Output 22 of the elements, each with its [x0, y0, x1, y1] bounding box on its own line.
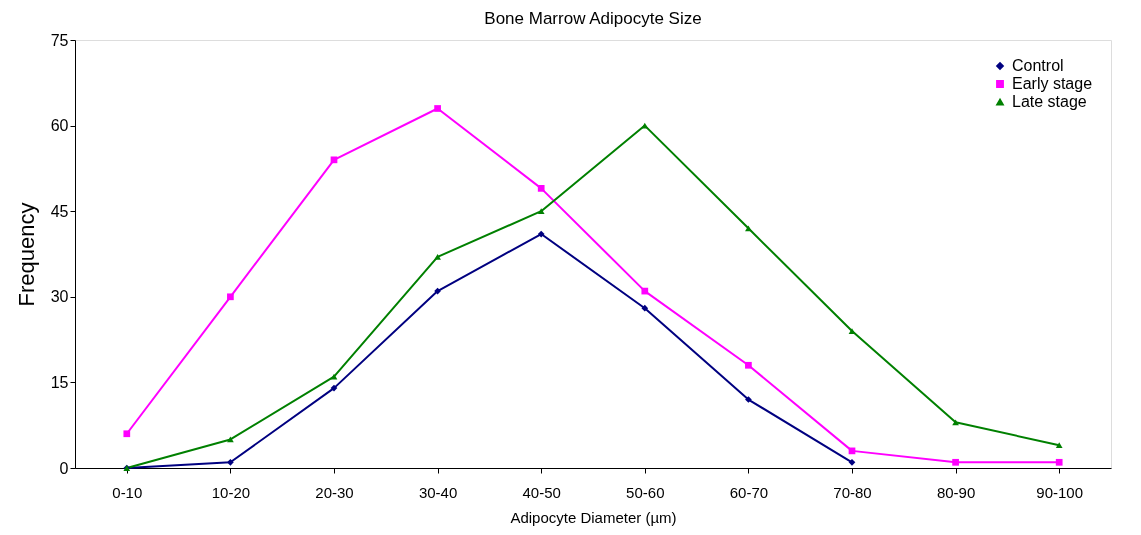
y-tick-label: 15 [50, 373, 69, 391]
y-tick-label: 0 [59, 459, 69, 477]
x-tick-label: 50-60 [626, 483, 665, 501]
legend-label: Control [1012, 57, 1064, 74]
y-tick-label: 45 [50, 202, 69, 220]
chart-title: Bone Marrow Adipocyte Size [484, 9, 702, 28]
y-tick-label: 75 [50, 31, 69, 49]
x-tick-label: 70-80 [833, 483, 872, 501]
x-axis-title: Adipocyte Diameter (µm) [510, 508, 677, 526]
y-tick-label: 30 [50, 288, 69, 306]
x-tick-label: 60-70 [729, 483, 769, 501]
legend-label: Early stage [1012, 75, 1093, 92]
legend-label: Late stage [1012, 93, 1087, 110]
x-tick-label: 40-50 [522, 483, 561, 501]
x-tick-label: 20-30 [315, 483, 354, 501]
x-tick-label: 0-10 [112, 483, 143, 501]
y-tick-label: 60 [50, 117, 69, 135]
x-tick-label: 80-90 [936, 483, 976, 501]
x-tick-label: 10-20 [211, 483, 251, 501]
x-tick-label: 30-40 [418, 483, 458, 501]
y-axis-title: Frequency [13, 202, 39, 307]
x-tick-label: 90-100 [1036, 483, 1084, 501]
